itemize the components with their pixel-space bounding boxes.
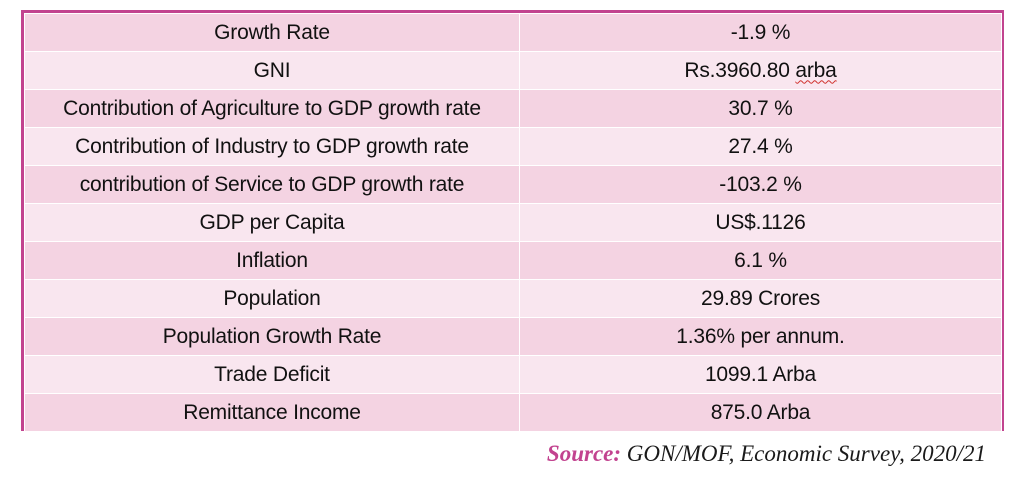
- table-row: GDP per Capita US$.1126: [24, 203, 1002, 242]
- spellcheck-flagged-word[interactable]: arba: [795, 58, 837, 82]
- row-value: -1.9 %: [519, 13, 1002, 52]
- row-value: 875.0 Arba: [519, 393, 1002, 432]
- row-label: Inflation: [24, 241, 520, 280]
- row-label: contribution of Service to GDP growth ra…: [24, 165, 520, 204]
- table-row: Contribution of Industry to GDP growth r…: [24, 127, 1002, 166]
- row-label: GNI: [24, 51, 520, 90]
- table-row: Growth Rate -1.9 %: [24, 13, 1002, 52]
- table-row: Population 29.89 Crores: [24, 279, 1002, 318]
- table-row: Remittance Income 875.0 Arba: [24, 393, 1002, 432]
- row-label: Population: [24, 279, 520, 318]
- row-value: 30.7 %: [519, 89, 1002, 128]
- value-text: Rs.3960.80: [684, 58, 796, 82]
- row-label: Trade Deficit: [24, 355, 520, 394]
- row-value: -103.2 %: [519, 165, 1002, 204]
- row-label: Contribution of Agriculture to GDP growt…: [24, 89, 520, 128]
- row-label: GDP per Capita: [24, 203, 520, 242]
- table-row: Contribution of Agriculture to GDP growt…: [24, 89, 1002, 128]
- row-value: Rs.3960.80 arba: [519, 51, 1002, 90]
- table-row: Population Growth Rate 1.36% per annum.: [24, 317, 1002, 356]
- table-row: GNI Rs.3960.80 arba: [24, 51, 1002, 90]
- cut-off-heading: [0, 0, 1024, 10]
- row-label: Population Growth Rate: [24, 317, 520, 356]
- row-label: Growth Rate: [24, 13, 520, 52]
- table-row: Trade Deficit 1099.1 Arba: [24, 355, 1002, 394]
- row-label: Remittance Income: [24, 393, 520, 432]
- source-label: Source:: [546, 441, 622, 466]
- row-value: 6.1 %: [519, 241, 1002, 280]
- table-row: contribution of Service to GDP growth ra…: [24, 165, 1002, 204]
- row-value: 1099.1 Arba: [519, 355, 1002, 394]
- economic-indicators-table: Growth Rate -1.9 % GNI Rs.3960.80 arba C…: [21, 10, 1004, 432]
- row-value: 1.36% per annum.: [519, 317, 1002, 356]
- row-label: Contribution of Industry to GDP growth r…: [24, 127, 520, 166]
- row-value: US$.1126: [519, 203, 1002, 242]
- table-row: Inflation 6.1 %: [24, 241, 1002, 280]
- source-citation: Source: GON/MOF, Economic Survey, 2020/2…: [547, 441, 986, 467]
- source-text: GON/MOF, Economic Survey, 2020/21: [621, 441, 986, 466]
- row-value: 29.89 Crores: [519, 279, 1002, 318]
- row-value: 27.4 %: [519, 127, 1002, 166]
